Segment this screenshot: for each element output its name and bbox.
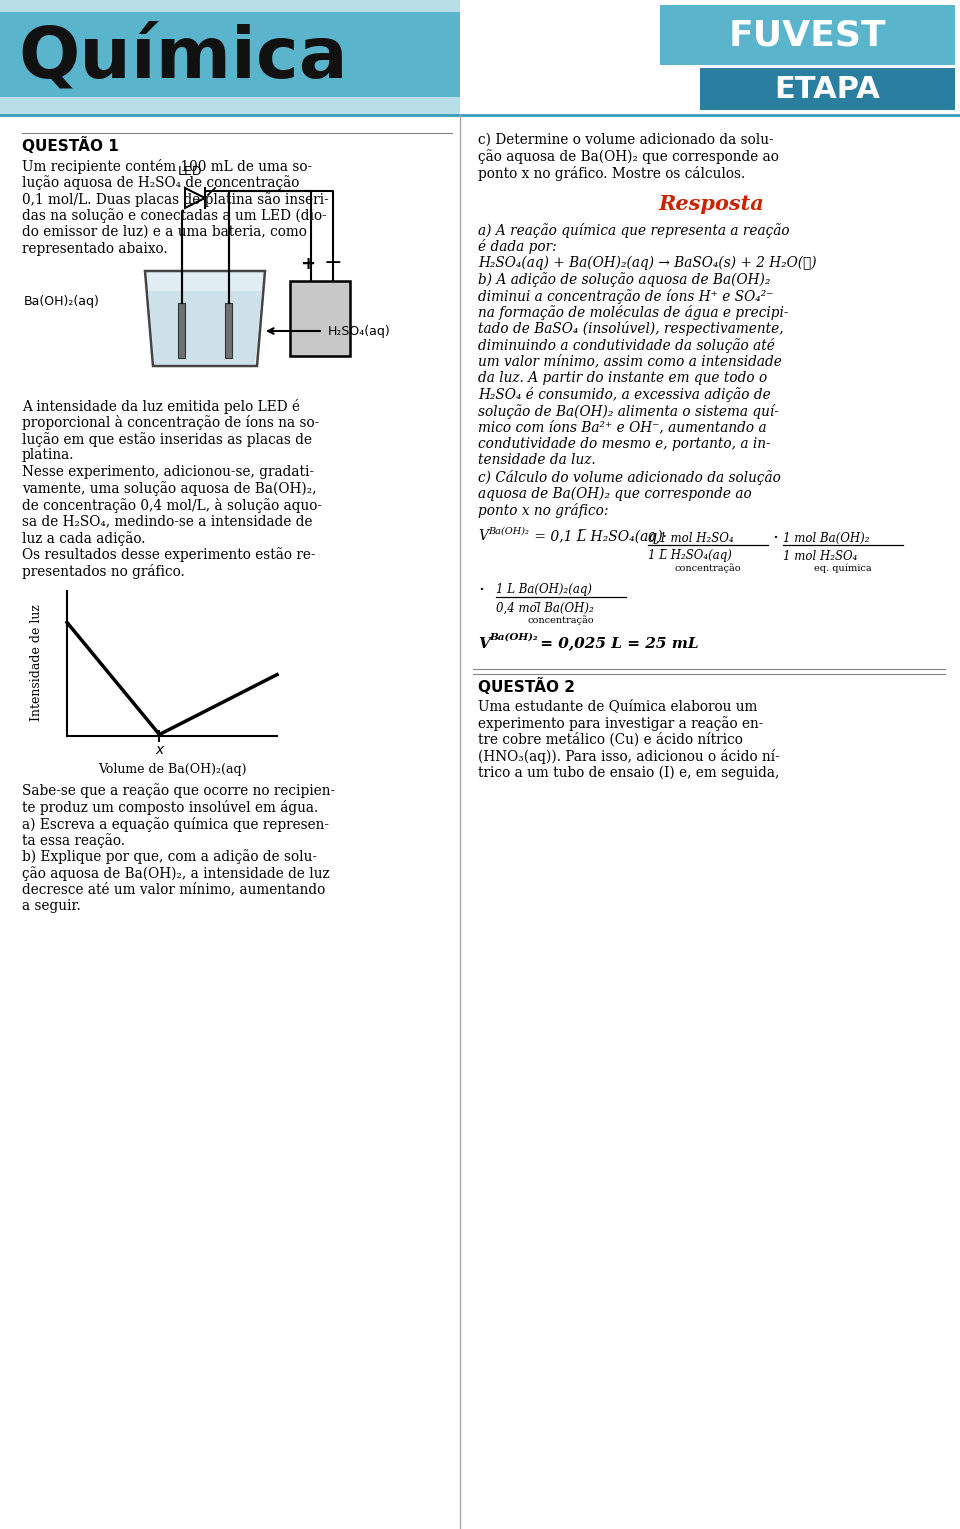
- Text: ponto x no gráfico:: ponto x no gráfico:: [478, 503, 609, 518]
- Polygon shape: [185, 188, 205, 208]
- Text: QUESTÃO 2: QUESTÃO 2: [478, 677, 575, 694]
- Text: 0,4 mol̅ Ba(OH)₂: 0,4 mol̅ Ba(OH)₂: [496, 601, 593, 615]
- Text: Resposta: Resposta: [659, 194, 764, 214]
- Text: 1 mol H₂SO₄: 1 mol H₂SO₄: [783, 549, 857, 563]
- Text: b) A adição de solução aquosa de Ba(OH)₂: b) A adição de solução aquosa de Ba(OH)₂: [478, 272, 770, 287]
- Text: 1 mol Ba(OH)₂: 1 mol Ba(OH)₂: [783, 532, 870, 544]
- Text: das na solução e conectadas a um LED (dio-: das na solução e conectadas a um LED (di…: [22, 208, 326, 223]
- Text: tre cobre metálico (Cu) e ácido nítrico: tre cobre metálico (Cu) e ácido nítrico: [478, 732, 743, 746]
- Text: proporcional à concentração de íons na so-: proporcional à concentração de íons na s…: [22, 416, 320, 431]
- Text: V: V: [478, 529, 488, 543]
- Text: do emissor de luz) e a uma bateria, como: do emissor de luz) e a uma bateria, como: [22, 225, 307, 239]
- Text: ETAPA: ETAPA: [775, 75, 880, 104]
- Text: Os resultados desse experimento estão re-: Os resultados desse experimento estão re…: [22, 547, 316, 563]
- Text: Volume de Ba(OH)₂(aq): Volume de Ba(OH)₂(aq): [98, 763, 247, 777]
- Text: c) Cálculo do volume adicionado da solução: c) Cálculo do volume adicionado da soluç…: [478, 469, 780, 485]
- Text: V: V: [478, 636, 490, 650]
- Text: tensidade da luz.: tensidade da luz.: [478, 454, 596, 468]
- Text: aquosa de Ba(OH)₂ que corresponde ao: aquosa de Ba(OH)₂ que corresponde ao: [478, 486, 752, 502]
- Text: Uma estudante de Química elaborou um: Uma estudante de Química elaborou um: [478, 699, 757, 714]
- Text: a seguir.: a seguir.: [22, 899, 81, 913]
- Text: FUVEST: FUVEST: [729, 18, 886, 52]
- Text: a) Escreva a equação química que represen-: a) Escreva a equação química que represe…: [22, 816, 329, 832]
- FancyBboxPatch shape: [0, 12, 460, 96]
- Text: concentração: concentração: [675, 564, 741, 573]
- Text: Ba(OH)₂(aq): Ba(OH)₂(aq): [24, 295, 100, 307]
- Text: = 0,025 L = 25 mL: = 0,025 L = 25 mL: [535, 636, 699, 650]
- Text: b) Explique por que, com a adição de solu-: b) Explique por que, com a adição de sol…: [22, 850, 317, 864]
- Text: Ba(OH)₂: Ba(OH)₂: [489, 633, 538, 642]
- Bar: [178, 303, 185, 358]
- Text: presentados no gráfico.: presentados no gráfico.: [22, 564, 184, 579]
- Text: Intensidade de luz: Intensidade de luz: [31, 604, 43, 722]
- Text: sa de H₂SO₄, medindo-se a intensidade de: sa de H₂SO₄, medindo-se a intensidade de: [22, 514, 313, 529]
- Text: ção aquosa de Ba(OH)₂, a intensidade de luz: ção aquosa de Ba(OH)₂, a intensidade de …: [22, 865, 329, 881]
- Text: ·: ·: [772, 529, 778, 546]
- Text: vamente, uma solução aquosa de Ba(OH)₂,: vamente, uma solução aquosa de Ba(OH)₂,: [22, 482, 317, 497]
- Text: um valor mínimo, assim como a intensidade: um valor mínimo, assim como a intensidad…: [478, 355, 781, 368]
- Polygon shape: [148, 291, 262, 364]
- Text: (HNO₃(aq)). Para isso, adicionou o ácido ní-: (HNO₃(aq)). Para isso, adicionou o ácido…: [478, 749, 780, 764]
- Text: platina.: platina.: [22, 448, 75, 462]
- Text: experimento para investigar a reação en-: experimento para investigar a reação en-: [478, 716, 763, 731]
- Text: QUESTÃO 1: QUESTÃO 1: [22, 138, 119, 154]
- Text: c) Determine o volume adicionado da solu-: c) Determine o volume adicionado da solu…: [478, 133, 774, 147]
- Text: concentração: concentração: [528, 616, 594, 625]
- Text: x: x: [156, 743, 163, 757]
- Text: 1 L̅ H₂SO₄(aq): 1 L̅ H₂SO₄(aq): [648, 549, 732, 563]
- Text: 1 L Ba(OH)₂(aq): 1 L Ba(OH)₂(aq): [496, 584, 592, 596]
- Text: A intensidade da luz emitida pelo LED é: A intensidade da luz emitida pelo LED é: [22, 399, 300, 414]
- Text: representado abaixo.: representado abaixo.: [22, 242, 168, 255]
- Text: é dada por:: é dada por:: [478, 239, 557, 254]
- Text: solução de Ba(OH)₂ alimenta o sistema quí-: solução de Ba(OH)₂ alimenta o sistema qu…: [478, 404, 779, 419]
- Text: decresce até um valor mínimo, aumentando: decresce até um valor mínimo, aumentando: [22, 882, 325, 896]
- Text: na formação de moléculas de água e precipi-: na formação de moléculas de água e preci…: [478, 304, 788, 320]
- Text: Ba(OH)₂: Ba(OH)₂: [488, 526, 529, 535]
- Text: Nesse experimento, adicionou-se, gradati-: Nesse experimento, adicionou-se, gradati…: [22, 465, 314, 479]
- Text: trico a um tubo de ensaio (I) e, em seguida,: trico a um tubo de ensaio (I) e, em segu…: [478, 766, 780, 780]
- Text: tado de BaSO₄ (insolúvel), respectivamente,: tado de BaSO₄ (insolúvel), respectivamen…: [478, 321, 783, 336]
- Text: Sabe-se que a reação que ocorre no recipien-: Sabe-se que a reação que ocorre no recip…: [22, 783, 335, 798]
- FancyBboxPatch shape: [700, 67, 955, 110]
- Text: +: +: [300, 255, 316, 274]
- Text: te produz um composto insolúvel em água.: te produz um composto insolúvel em água.: [22, 800, 319, 815]
- Text: condutividade do mesmo e, portanto, a in-: condutividade do mesmo e, portanto, a in…: [478, 437, 771, 451]
- Text: H₂SO₄(aq): H₂SO₄(aq): [328, 324, 391, 338]
- Text: ta essa reação.: ta essa reação.: [22, 833, 125, 849]
- Text: Química: Química: [18, 23, 348, 92]
- Text: ·: ·: [478, 581, 484, 598]
- Text: H₂SO₄(aq) + Ba(OH)₂(aq) → BaSO₄(s) + 2 H₂O(ℓ): H₂SO₄(aq) + Ba(OH)₂(aq) → BaSO₄(s) + 2 H…: [478, 255, 817, 271]
- Bar: [225, 303, 232, 358]
- Text: Um recipiente contém 100 mL de uma so-: Um recipiente contém 100 mL de uma so-: [22, 159, 312, 174]
- Text: ção aquosa de Ba(OH)₂ que corresponde ao: ção aquosa de Ba(OH)₂ que corresponde ao: [478, 150, 779, 165]
- Text: 0,1 mol/L. Duas placas de platina são inseri-: 0,1 mol/L. Duas placas de platina são in…: [22, 193, 328, 206]
- Text: diminuindo a condutividade da solução até: diminuindo a condutividade da solução at…: [478, 338, 775, 353]
- Text: ponto x no gráfico. Mostre os cálculos.: ponto x no gráfico. Mostre os cálculos.: [478, 167, 745, 180]
- Text: lução aquosa de H₂SO₄ de concentração: lução aquosa de H₂SO₄ de concentração: [22, 176, 300, 191]
- Bar: [290, 281, 350, 356]
- Text: = 0,1 L̅ H₂SO₄(aq)·: = 0,1 L̅ H₂SO₄(aq)·: [530, 529, 667, 544]
- Text: 0,1 mol H₂SO₄: 0,1 mol H₂SO₄: [648, 532, 733, 544]
- Text: da luz. A partir do instante em que todo o: da luz. A partir do instante em que todo…: [478, 372, 767, 385]
- Text: a) A reação química que representa a reação: a) A reação química que representa a rea…: [478, 223, 790, 237]
- FancyBboxPatch shape: [0, 0, 460, 115]
- Text: diminui a concentração de íons H⁺ e SO₄²⁻: diminui a concentração de íons H⁺ e SO₄²…: [478, 289, 774, 303]
- Text: H₂SO₄ é consumido, a excessiva adição de: H₂SO₄ é consumido, a excessiva adição de: [478, 387, 771, 402]
- FancyBboxPatch shape: [660, 5, 955, 66]
- Text: −: −: [324, 252, 343, 274]
- Text: mico com íons Ba²⁺ e OH⁻, aumentando a: mico com íons Ba²⁺ e OH⁻, aumentando a: [478, 420, 767, 434]
- Text: luz a cada adição.: luz a cada adição.: [22, 531, 146, 546]
- Text: de concentração 0,4 mol/L, à solução aquo-: de concentração 0,4 mol/L, à solução aqu…: [22, 498, 322, 514]
- Text: eq. química: eq. química: [814, 564, 872, 573]
- Text: LED: LED: [178, 165, 203, 177]
- Text: lução em que estão inseridas as placas de: lução em que estão inseridas as placas d…: [22, 433, 312, 446]
- Polygon shape: [145, 271, 265, 365]
